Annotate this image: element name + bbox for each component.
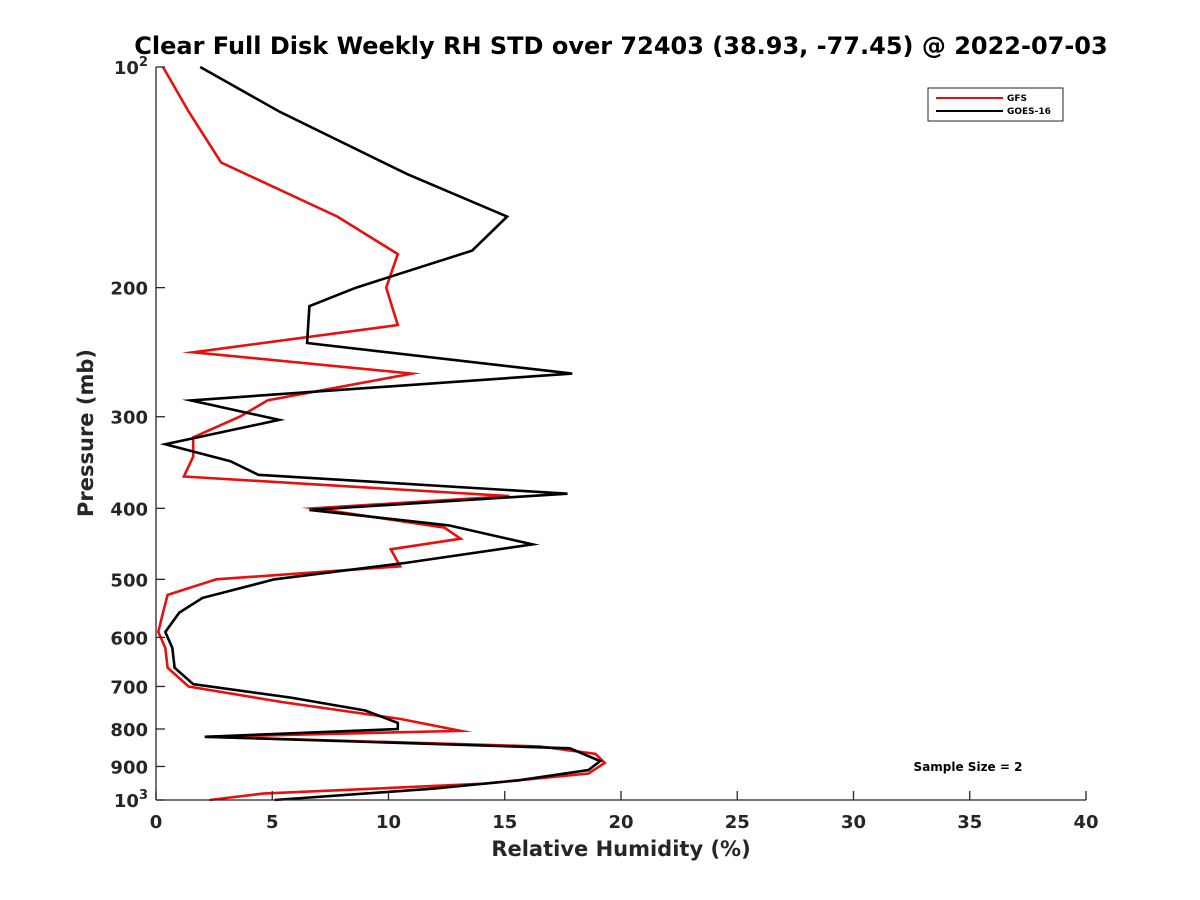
plot-area: [156, 67, 1086, 800]
y-ticks: 102 200 300 400 500 600 700 800 900 103: [110, 55, 165, 812]
x-tick-label: 40: [1073, 812, 1098, 833]
x-tick-label: 30: [841, 812, 866, 833]
y-tick-label: 900: [110, 757, 148, 778]
y-tick-label: 103: [114, 788, 148, 812]
legend-label-gfs: GFS: [1007, 94, 1027, 104]
y-tick-label: 200: [110, 279, 148, 300]
series-layer: [156, 65, 607, 802]
x-ticks: 0 5 10 15 20 25 30 35 40: [150, 791, 1099, 833]
x-tick-label: 25: [725, 812, 750, 833]
y-tick-label: 400: [110, 499, 148, 520]
y-tick-label: 600: [110, 628, 148, 649]
chart-title: Clear Full Disk Weekly RH STD over 72403…: [134, 32, 1107, 60]
legend: GFS GOES-16: [927, 87, 1064, 122]
series-line-goes-16: [159, 65, 603, 802]
y-tick-label: 800: [110, 720, 148, 741]
x-tick-label: 20: [608, 812, 633, 833]
x-tick-label: 35: [957, 812, 982, 833]
y-tick-label: 102: [114, 55, 148, 79]
x-tick-label: 5: [266, 812, 279, 833]
legend-label-goes16: GOES-16: [1007, 107, 1051, 117]
x-tick-label: 10: [376, 812, 401, 833]
y-tick-label: 500: [110, 570, 148, 591]
x-tick-label: 0: [150, 812, 163, 833]
legend-box: [927, 87, 1064, 122]
x-axis-label: Relative Humidity (%): [491, 837, 750, 861]
y-tick-label: 300: [110, 408, 148, 429]
y-tick-label: 700: [110, 677, 148, 698]
sample-size-annotation: Sample Size = 2: [914, 760, 1023, 774]
x-tick-label: 15: [492, 812, 517, 833]
y-axis-label: Pressure (mb): [74, 349, 98, 517]
